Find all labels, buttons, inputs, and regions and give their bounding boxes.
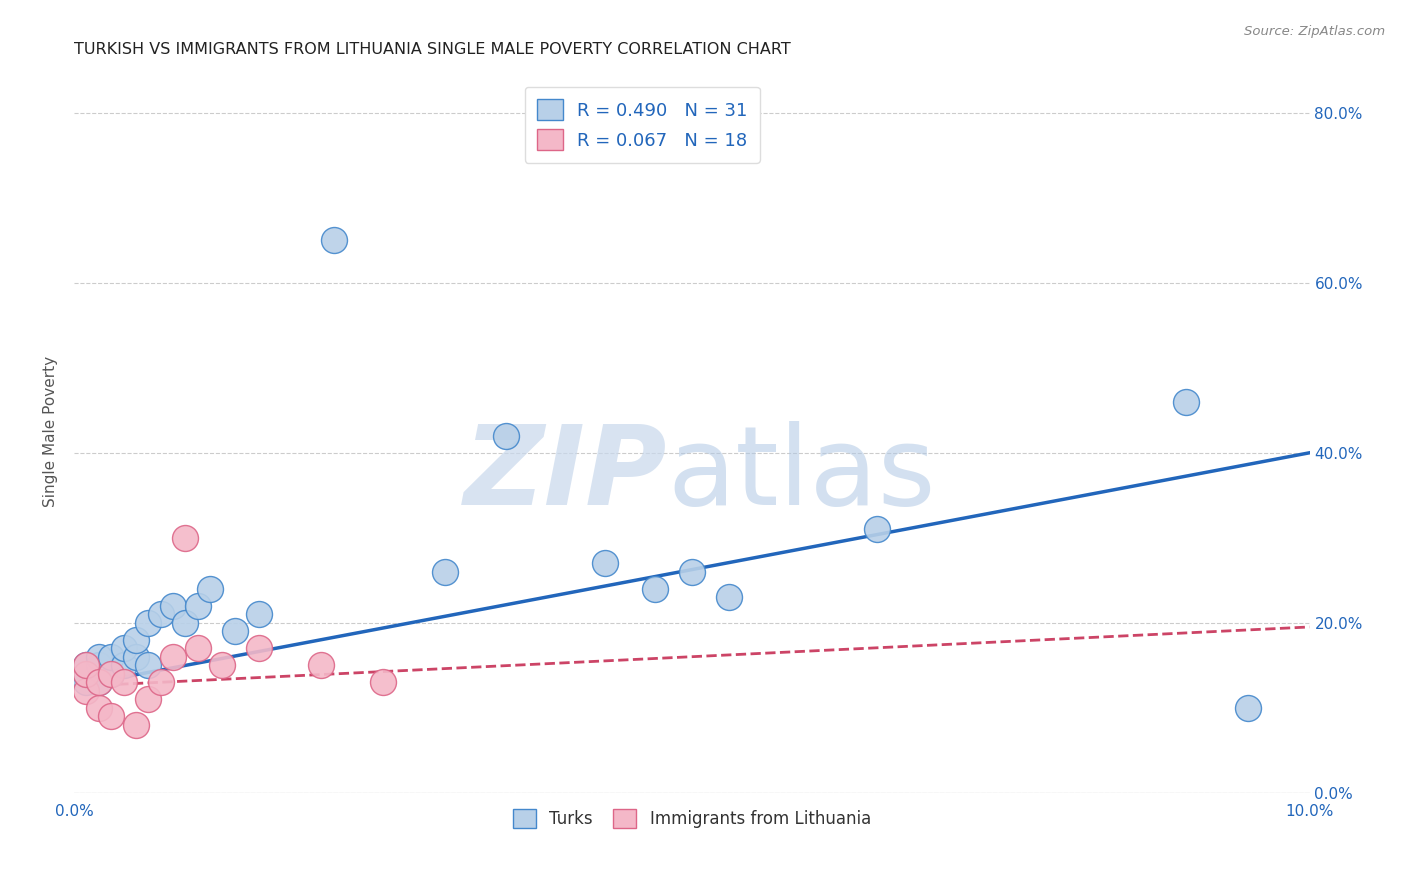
Point bbox=[187, 599, 209, 613]
Point bbox=[247, 607, 270, 622]
Point bbox=[100, 709, 122, 723]
Point bbox=[187, 641, 209, 656]
Point bbox=[100, 649, 122, 664]
Point bbox=[371, 675, 394, 690]
Point bbox=[75, 666, 97, 681]
Point bbox=[162, 599, 184, 613]
Point bbox=[75, 658, 97, 673]
Point bbox=[149, 607, 172, 622]
Point bbox=[595, 556, 617, 570]
Point bbox=[211, 658, 233, 673]
Text: TURKISH VS IMMIGRANTS FROM LITHUANIA SINGLE MALE POVERTY CORRELATION CHART: TURKISH VS IMMIGRANTS FROM LITHUANIA SIN… bbox=[75, 42, 790, 57]
Point bbox=[87, 649, 110, 664]
Point bbox=[866, 522, 889, 536]
Text: ZIP: ZIP bbox=[464, 421, 666, 528]
Point bbox=[247, 641, 270, 656]
Point bbox=[112, 641, 135, 656]
Point bbox=[681, 565, 703, 579]
Text: atlas: atlas bbox=[666, 421, 935, 528]
Point bbox=[87, 658, 110, 673]
Point bbox=[1236, 700, 1258, 714]
Point bbox=[125, 717, 148, 731]
Point bbox=[136, 658, 159, 673]
Point bbox=[322, 233, 344, 247]
Point bbox=[75, 683, 97, 698]
Point bbox=[149, 675, 172, 690]
Point bbox=[174, 615, 197, 630]
Point bbox=[100, 666, 122, 681]
Point bbox=[136, 692, 159, 706]
Legend: Turks, Immigrants from Lithuania: Turks, Immigrants from Lithuania bbox=[506, 802, 877, 835]
Point bbox=[112, 675, 135, 690]
Point bbox=[433, 565, 456, 579]
Point bbox=[644, 582, 666, 596]
Point bbox=[75, 666, 97, 681]
Point bbox=[162, 649, 184, 664]
Point bbox=[87, 675, 110, 690]
Point bbox=[100, 666, 122, 681]
Point bbox=[87, 675, 110, 690]
Point bbox=[495, 429, 517, 443]
Point bbox=[224, 624, 246, 639]
Point bbox=[75, 675, 97, 690]
Point bbox=[1175, 394, 1198, 409]
Point bbox=[87, 700, 110, 714]
Point bbox=[125, 632, 148, 647]
Point bbox=[309, 658, 332, 673]
Y-axis label: Single Male Poverty: Single Male Poverty bbox=[44, 356, 58, 508]
Text: Source: ZipAtlas.com: Source: ZipAtlas.com bbox=[1244, 25, 1385, 38]
Point bbox=[136, 615, 159, 630]
Point bbox=[112, 658, 135, 673]
Point bbox=[75, 658, 97, 673]
Point bbox=[717, 591, 740, 605]
Point bbox=[125, 649, 148, 664]
Point bbox=[198, 582, 221, 596]
Point bbox=[174, 531, 197, 545]
